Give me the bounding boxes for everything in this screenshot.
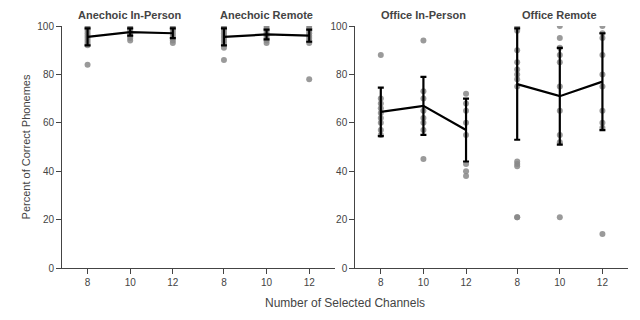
svg-text:Anechoic Remote: Anechoic Remote (220, 9, 313, 21)
svg-text:12: 12 (597, 277, 609, 288)
svg-text:20: 20 (43, 214, 55, 225)
svg-text:60: 60 (43, 117, 55, 128)
svg-text:0: 0 (48, 263, 54, 274)
svg-text:100: 100 (331, 21, 348, 32)
svg-text:Percent of Correct Phonemes: Percent of Correct Phonemes (20, 74, 32, 219)
svg-text:40: 40 (43, 166, 55, 177)
svg-text:10: 10 (261, 277, 273, 288)
svg-text:8: 8 (221, 277, 227, 288)
svg-text:8: 8 (514, 277, 520, 288)
svg-text:100: 100 (37, 21, 54, 32)
svg-text:20: 20 (336, 214, 348, 225)
svg-text:12: 12 (460, 277, 472, 288)
svg-text:10: 10 (554, 277, 566, 288)
svg-text:Office Remote: Office Remote (522, 9, 597, 21)
svg-text:0: 0 (342, 263, 348, 274)
svg-text:10: 10 (418, 277, 430, 288)
svg-text:8: 8 (378, 277, 384, 288)
svg-text:Number of Selected Channels: Number of Selected Channels (265, 296, 425, 310)
svg-text:Office In-Person: Office In-Person (381, 9, 466, 21)
svg-text:10: 10 (125, 277, 137, 288)
svg-text:Anechoic In-Person: Anechoic In-Person (78, 9, 182, 21)
svg-text:8: 8 (85, 277, 91, 288)
svg-text:12: 12 (167, 277, 179, 288)
svg-text:12: 12 (304, 277, 316, 288)
svg-text:60: 60 (336, 117, 348, 128)
svg-text:80: 80 (336, 69, 348, 80)
svg-text:80: 80 (43, 69, 55, 80)
svg-text:40: 40 (336, 166, 348, 177)
